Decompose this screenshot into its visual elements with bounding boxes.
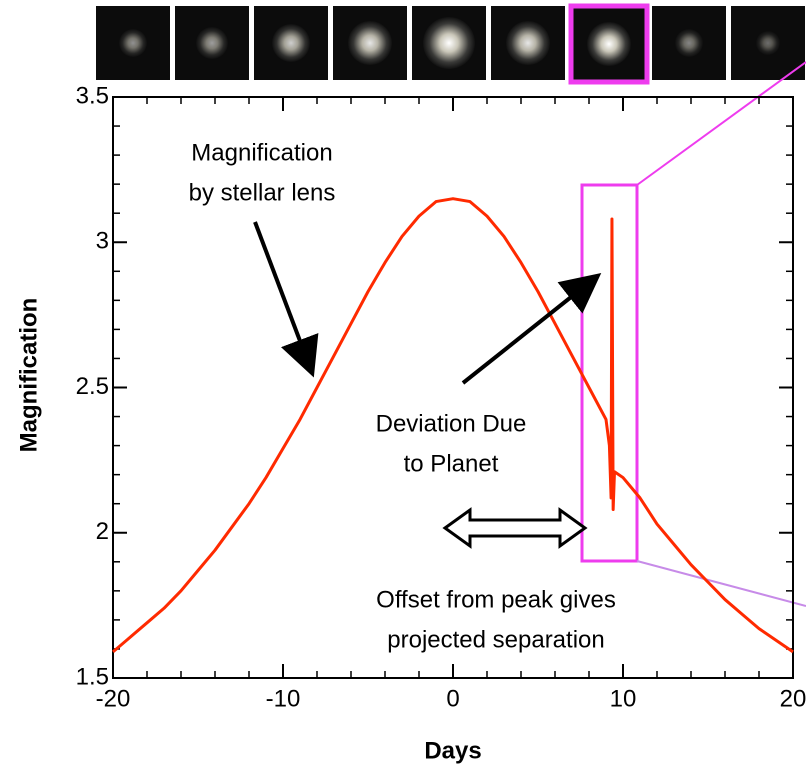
x-tick-label: 20 [780,685,806,712]
x-tick-label: -20 [96,685,131,712]
annotation: Magnification [191,139,332,166]
arrow [253,221,319,378]
annotation: projected separation [387,626,604,653]
y-axis-title: Magnification [15,298,42,453]
zoom-connector [636,61,806,186]
y-tick-label: 2.5 [76,373,109,400]
arrow [461,273,602,385]
annotation: Offset from peak gives [376,586,616,613]
double-arrow [442,507,588,549]
y-tick-label: 3.5 [76,82,109,109]
annotation-bg [401,450,501,478]
thumbnails [96,3,805,85]
x-tick-label: 0 [446,685,459,712]
zoom-box [580,183,639,563]
annotation: Deviation Due [376,410,527,437]
annotation: to Planet [404,450,499,477]
zoom-connector [636,560,806,607]
annotation-bg [373,410,529,438]
x-tick-label: -10 [266,685,301,712]
y-tick-label: 3 [96,228,109,255]
y-tick-label: 2 [96,518,109,545]
x-tick-label: 10 [610,685,637,712]
data-line [112,197,794,654]
annotation: by stellar lens [189,179,336,206]
x-axis-title: Days [424,737,481,764]
y-tick-label: 1.5 [76,663,109,690]
